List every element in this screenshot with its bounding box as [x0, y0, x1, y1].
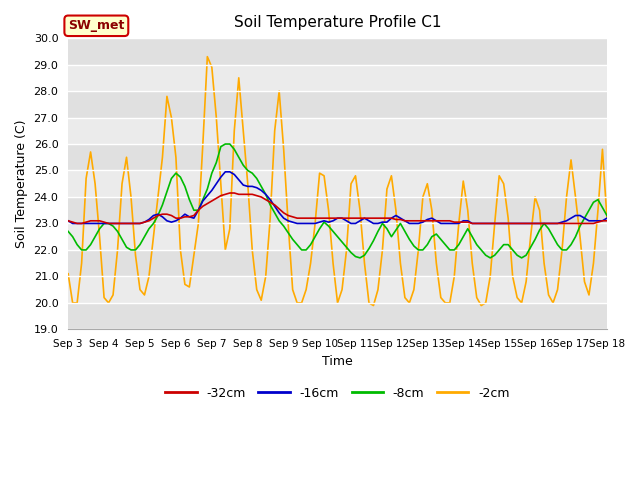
Bar — [68, 144, 607, 170]
Bar — [68, 250, 607, 276]
Bar — [68, 65, 607, 91]
Title: Soil Temperature Profile C1: Soil Temperature Profile C1 — [234, 15, 442, 30]
Bar — [68, 197, 607, 224]
Text: SW_met: SW_met — [68, 19, 125, 32]
Bar — [68, 276, 607, 303]
Bar — [68, 224, 607, 250]
Bar — [68, 91, 607, 118]
Bar — [68, 170, 607, 197]
Bar — [68, 118, 607, 144]
Bar — [68, 303, 607, 329]
X-axis label: Time: Time — [322, 355, 353, 368]
Y-axis label: Soil Temperature (C): Soil Temperature (C) — [15, 120, 28, 248]
Legend: -32cm, -16cm, -8cm, -2cm: -32cm, -16cm, -8cm, -2cm — [161, 382, 515, 405]
Bar — [68, 38, 607, 65]
